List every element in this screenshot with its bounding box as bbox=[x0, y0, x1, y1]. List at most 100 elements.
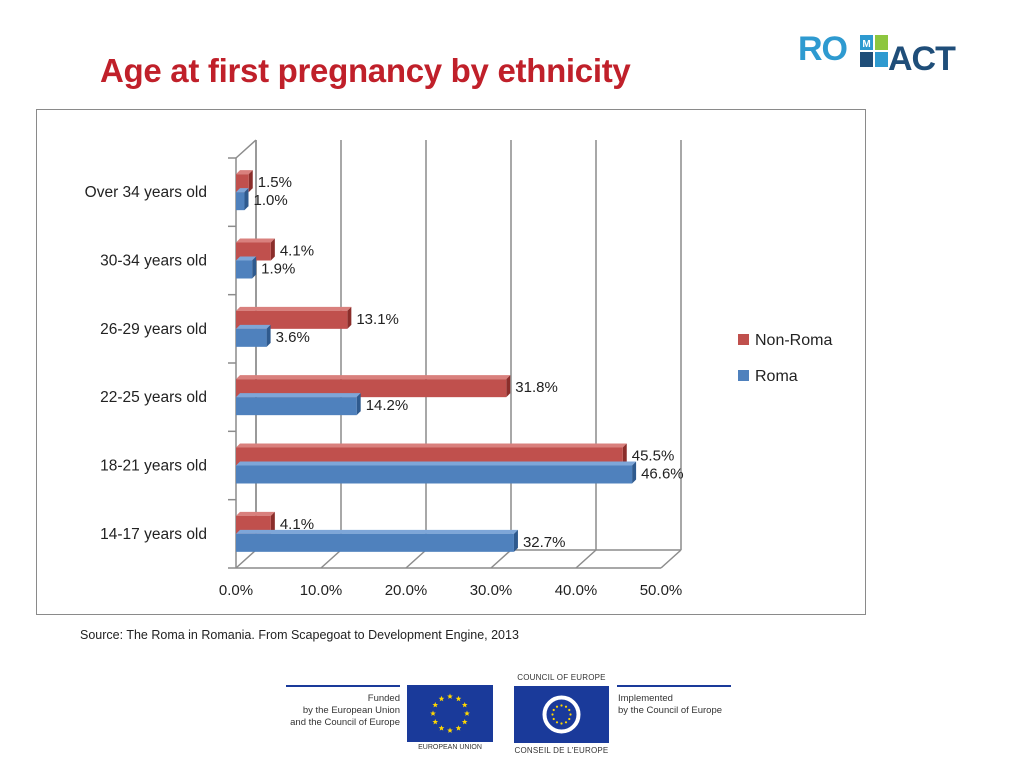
eu-star-icon bbox=[455, 725, 462, 731]
coe-star-icon bbox=[568, 717, 571, 721]
bar-roma bbox=[236, 328, 267, 347]
eu-star-icon bbox=[461, 702, 468, 708]
eu-star-icon bbox=[432, 719, 439, 725]
funded-line-3: and the Council of Europe bbox=[290, 717, 400, 728]
bar-non-roma bbox=[236, 515, 271, 534]
coe-star-icon bbox=[555, 721, 559, 724]
chart-frame: 0.0% 10.0% 20.0% 30.0% 40.0% 50.0% Over 34 yea… bbox=[36, 109, 866, 615]
coe-star-icon bbox=[552, 708, 555, 712]
bar-top-face bbox=[236, 306, 352, 311]
data-label: 1.0% bbox=[254, 192, 288, 209]
x-tick-label: 30.0% bbox=[470, 582, 513, 599]
floor-gridline bbox=[490, 549, 512, 569]
data-label: 14.2% bbox=[366, 397, 409, 414]
floor-gridline bbox=[575, 549, 597, 569]
legend-swatch bbox=[738, 370, 749, 381]
bar-side-face bbox=[252, 256, 257, 279]
bar-top-face bbox=[236, 443, 627, 448]
category-label: 22-25 years old bbox=[100, 389, 207, 406]
bar-top-face bbox=[236, 461, 637, 466]
eu-flag-icon bbox=[407, 685, 493, 742]
eu-star-icon bbox=[438, 725, 445, 731]
logo-mark-icon: M bbox=[860, 35, 888, 67]
eu-star-icon bbox=[432, 702, 439, 708]
eu-star-icon bbox=[447, 693, 453, 699]
bar-roma bbox=[236, 260, 253, 279]
data-label: 31.8% bbox=[515, 379, 558, 396]
implemented-line-2: by the Council of Europe bbox=[618, 705, 723, 716]
funded-text: Funded by the European Union and the Cou… bbox=[270, 693, 400, 729]
eu-star-icon bbox=[461, 719, 468, 725]
bar-roma bbox=[236, 397, 357, 416]
data-label: 46.6% bbox=[641, 466, 684, 483]
bar-top-face bbox=[236, 393, 361, 398]
funded-line-1: Funded bbox=[367, 693, 400, 704]
bar-side-face bbox=[632, 461, 637, 484]
bar-side-face bbox=[270, 238, 275, 261]
category-label: 18-21 years old bbox=[100, 458, 207, 475]
bar-side-face bbox=[244, 188, 249, 211]
bar-non-roma bbox=[236, 242, 271, 261]
bar-side-face bbox=[347, 306, 352, 329]
coe-star-icon bbox=[555, 705, 559, 708]
logo-text-act: ACT bbox=[888, 40, 956, 78]
bar-top-face bbox=[236, 188, 249, 193]
category-label: Over 34 years old bbox=[85, 184, 207, 201]
bar-non-roma bbox=[236, 174, 249, 193]
floor-gridline bbox=[235, 549, 257, 569]
coe-caption-bottom: CONSEIL DE L'EUROPE bbox=[514, 746, 609, 755]
implemented-line-1: Implemented bbox=[618, 693, 673, 704]
funded-line-2: by the European Union bbox=[302, 705, 400, 716]
data-label: 45.5% bbox=[632, 448, 675, 465]
bar-top-face bbox=[236, 511, 275, 516]
data-label: 1.9% bbox=[261, 261, 295, 278]
data-label: 13.1% bbox=[356, 311, 399, 328]
bar-roma bbox=[236, 533, 514, 552]
bar-top-face bbox=[236, 529, 518, 534]
floor-gridline bbox=[405, 549, 427, 569]
category-label: 14-17 years old bbox=[100, 526, 207, 543]
bar-side-face bbox=[356, 393, 361, 416]
coe-star-icon bbox=[552, 717, 555, 721]
eu-star-icon bbox=[464, 710, 470, 716]
wall-top bbox=[235, 139, 257, 159]
coe-star-icon bbox=[569, 713, 572, 716]
bar-side-face bbox=[513, 529, 518, 552]
bar-non-roma bbox=[236, 310, 348, 329]
bar-top-face bbox=[236, 170, 253, 175]
bar-side-face bbox=[266, 324, 271, 347]
eu-star-icon bbox=[430, 710, 436, 716]
legend-label: Roma bbox=[755, 368, 798, 385]
bar-non-roma bbox=[236, 447, 623, 466]
category-label: 26-29 years old bbox=[100, 321, 207, 338]
bar-side-face bbox=[506, 375, 511, 398]
coe-star-icon bbox=[568, 708, 571, 712]
bar-non-roma bbox=[236, 379, 507, 398]
page-title: Age at first pregnancy by ethnicity bbox=[100, 52, 631, 89]
bar-side-face bbox=[622, 443, 627, 466]
data-label: 4.1% bbox=[280, 516, 314, 533]
bar-chart: 0.0% 10.0% 20.0% 30.0% 40.0% 50.0% Over 34 yea… bbox=[85, 139, 832, 599]
coe-star-icon bbox=[560, 704, 563, 707]
eu-star-icon bbox=[438, 695, 445, 702]
coe-star-icon bbox=[564, 705, 568, 708]
data-label: 32.7% bbox=[523, 534, 566, 551]
bar-top-face bbox=[236, 238, 275, 243]
x-tick-label: 50.0% bbox=[640, 582, 683, 599]
implemented-text: Implemented by the Council of Europe bbox=[618, 693, 748, 717]
data-label: 4.1% bbox=[280, 243, 314, 260]
source-note: Source: The Roma in Romania. From Scapeg… bbox=[80, 628, 519, 642]
legend-label: Non-Roma bbox=[755, 332, 832, 349]
coe-caption-top: COUNCIL OF EUROPE bbox=[517, 673, 606, 682]
category-label: 30-34 years old bbox=[100, 253, 207, 270]
coe-star-icon bbox=[560, 722, 563, 725]
council-of-europe-logo-icon bbox=[514, 686, 609, 743]
bar-side-face bbox=[270, 511, 275, 534]
bar-top-face bbox=[236, 375, 511, 380]
data-label: 3.6% bbox=[276, 329, 310, 346]
floor-gridline bbox=[320, 549, 342, 569]
footer-rule-left bbox=[286, 685, 400, 687]
svg-text:M: M bbox=[862, 39, 870, 50]
bar-top-face bbox=[236, 324, 271, 329]
coe-star-icon bbox=[564, 721, 568, 724]
